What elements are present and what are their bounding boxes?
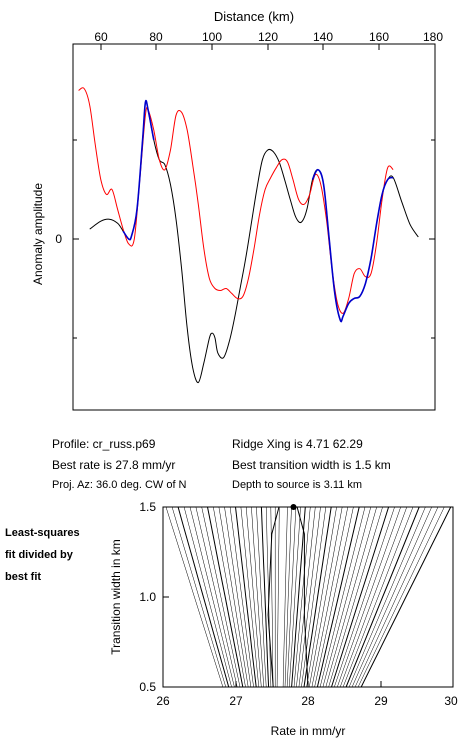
top-xtick-label: 100 (202, 30, 222, 44)
contour-line-left (260, 506, 270, 688)
top-y-ticks: 0 (55, 139, 435, 339)
contour-line-left (165, 506, 224, 688)
contour-xtick-label: 26 (156, 694, 170, 708)
contour-lines-layer (165, 506, 452, 688)
contour-line-right (360, 506, 452, 688)
contour-line-right (357, 506, 445, 688)
contour-line-right (291, 506, 306, 688)
ridge-xing-text: Ridge Xing is 4.71 62.29 (232, 437, 363, 451)
contour-line-right (337, 506, 401, 688)
contour-line-left (201, 506, 241, 688)
contour-ylabel: Transition width in km (109, 539, 123, 655)
depth-text: Depth to source is 3.11 km (232, 479, 363, 491)
contour-line-right (282, 506, 288, 688)
contour-x-ticks: 26 27 28 29 30 (156, 681, 458, 708)
series-line-0 (89, 100, 419, 384)
contour-line-right (314, 506, 354, 688)
top-xlabel: Distance (km) (214, 9, 294, 24)
contour-line-right (306, 506, 337, 688)
top-xtick-label: 120 (258, 30, 278, 44)
contour-line-left (189, 506, 235, 688)
contour-xtick-label: 29 (374, 694, 388, 708)
contour-line-left (183, 506, 232, 688)
contour-line-right (293, 506, 311, 688)
profile-text: Profile: cr_russ.p69 (52, 437, 156, 451)
best-rate-text: Best rate is 27.8 mm/yr (52, 458, 176, 472)
contour-line-right (303, 506, 332, 688)
contour-line-right (325, 506, 377, 688)
contour-line-right (322, 506, 372, 688)
contour-line-right (351, 506, 432, 688)
contour-line-right (301, 506, 327, 688)
contour-line-right (339, 506, 408, 688)
contour-xlabel: Rate in mm/yr (271, 724, 346, 738)
contour-line-left (229, 506, 254, 688)
contour-xtick-label: 28 (301, 694, 315, 708)
proj-az-text: Proj. Az: 36.0 deg. CW of N (52, 479, 187, 491)
series-line-1 (78, 87, 394, 314)
contour-line-left (276, 506, 280, 688)
contour-line-right (328, 506, 383, 688)
contour-line-right (296, 506, 316, 688)
contour-line-left (240, 506, 260, 688)
contour-line-right (348, 506, 426, 688)
contour-line-inner (296, 506, 309, 688)
top-xtick-label: 160 (369, 30, 389, 44)
top-ylabel: Anomaly amplitude (31, 183, 45, 285)
contour-line-left (251, 506, 265, 688)
side-note-line: Least-squares (5, 527, 80, 539)
best-width-text: Best transition width is 1.5 km (232, 458, 391, 472)
contour-line-left (224, 506, 252, 688)
contour-line-right (298, 506, 321, 688)
contour-line-left (245, 506, 262, 688)
contour-line-inner (267, 506, 280, 688)
contour-ytick-label: 0.5 (139, 680, 156, 694)
contour-line-left (171, 506, 227, 688)
contour-line-right (284, 506, 292, 688)
contour-line-right (311, 506, 349, 688)
contour-line-right (345, 506, 420, 688)
contour-ytick-label: 1.5 (139, 500, 156, 514)
contour-chart: 26 27 28 29 30 0.5 1.0 1.5 Rate in mm/yr… (109, 500, 458, 738)
top-ytick-label-zero: 0 (55, 232, 62, 246)
contour-line-right (354, 506, 439, 688)
contour-line-left (213, 506, 246, 688)
contour-line-right (331, 506, 390, 688)
side-note-line: best fit (5, 571, 42, 583)
top-xtick-label: 80 (149, 30, 163, 44)
top-xtick-label: 140 (313, 30, 333, 44)
best-fit-point (290, 504, 297, 510)
side-note: Least-squares fit divided by best fit (5, 522, 80, 588)
series-line-2 (122, 99, 155, 241)
top-x-ticks: 60 80 100 120 140 160 180 (94, 30, 443, 50)
contour-line-left (235, 506, 257, 688)
top-chart: Distance (km) Anomaly amplitude 60 80 10… (31, 9, 443, 411)
contour-line-right (316, 506, 360, 688)
top-xtick-label: 60 (94, 30, 108, 44)
contour-line-right (319, 506, 366, 688)
contour-line-left (218, 506, 249, 688)
contour-line-right (342, 506, 414, 688)
side-note-line: fit divided by (5, 549, 73, 561)
contour-line-right (286, 506, 297, 688)
contour-y-ticks: 0.5 1.0 1.5 (139, 500, 169, 694)
contour-line-right (334, 506, 395, 688)
contour-line-left (207, 506, 244, 688)
contour-xtick-label: 27 (229, 694, 243, 708)
top-series-layer (78, 87, 419, 384)
top-plot-frame (72, 43, 436, 411)
contour-line-right (289, 506, 301, 688)
top-xtick-label: 180 (423, 30, 443, 44)
contour-ytick-label: 1.0 (139, 590, 156, 604)
contour-line-left (256, 506, 267, 688)
series-line-3 (311, 168, 394, 323)
contour-line-left (195, 506, 238, 688)
contour-line-left (177, 506, 230, 688)
contour-line-right (309, 506, 343, 688)
contour-xtick-label: 30 (444, 694, 458, 708)
